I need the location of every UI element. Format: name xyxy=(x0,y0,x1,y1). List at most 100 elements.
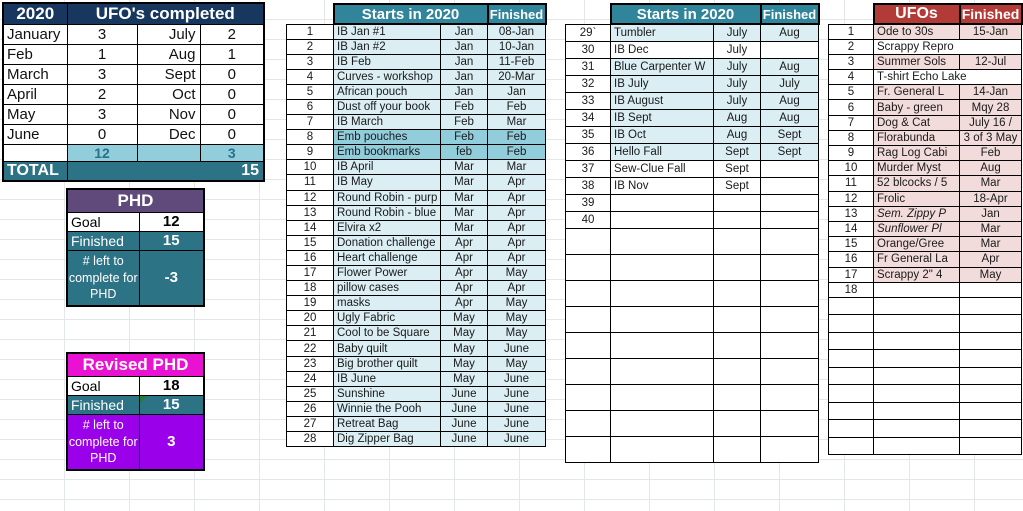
row-number-cell[interactable]: 5 xyxy=(828,84,874,101)
start-month-cell[interactable] xyxy=(713,383,761,411)
count-cell[interactable]: 1 xyxy=(66,44,138,65)
row-number-cell[interactable]: 12 xyxy=(828,190,874,207)
row-number-cell[interactable]: 36 xyxy=(565,142,611,161)
start-month-cell[interactable] xyxy=(713,435,761,463)
project-name-cell[interactable]: IB Dec xyxy=(610,40,714,59)
subtotal-first-half-cell[interactable]: 12 xyxy=(66,144,138,162)
finished-cell[interactable] xyxy=(760,409,819,437)
finished-cell[interactable]: May xyxy=(487,264,546,282)
project-name-cell[interactable] xyxy=(610,279,714,307)
finished-cell[interactable]: June xyxy=(487,400,546,417)
ufo-name-cell[interactable] xyxy=(873,331,960,351)
finished-cell[interactable]: May xyxy=(487,325,546,342)
project-name-cell[interactable]: IB July xyxy=(610,74,714,93)
phd-title-cell[interactable]: PHD xyxy=(66,188,205,213)
month-cell[interactable]: March xyxy=(2,64,68,85)
finished-cell[interactable]: Mqy 28 xyxy=(959,99,1022,116)
ufo-name-cell[interactable]: Scrappy 2" 4 xyxy=(873,266,960,283)
row-number-cell[interactable]: 15 xyxy=(286,234,334,251)
start-month-cell[interactable]: Feb xyxy=(440,98,488,116)
count-cell[interactable]: 2 xyxy=(199,24,265,45)
start-month-cell[interactable]: Mar xyxy=(440,174,488,191)
finished-cell[interactable] xyxy=(959,401,1022,421)
start-month-cell[interactable] xyxy=(713,409,761,437)
left-to-complete-label-cell[interactable]: # left to complete for PHD xyxy=(66,249,140,307)
ufo-name-cell[interactable]: Fr. General L xyxy=(873,84,960,101)
ufo-name-cell[interactable] xyxy=(873,366,960,386)
project-name-cell[interactable]: Cool to be Square xyxy=(333,325,441,342)
goal-value-cell[interactable]: 18 xyxy=(138,375,205,396)
ufo-name-cell[interactable] xyxy=(873,401,960,421)
count-cell[interactable]: 3 xyxy=(66,104,138,125)
row-number-cell[interactable]: 37 xyxy=(565,159,611,178)
row-number-cell[interactable]: 39 xyxy=(565,193,611,212)
revised-phd-title-cell[interactable]: Revised PHD xyxy=(66,352,205,377)
row-number-cell[interactable]: 1 xyxy=(828,23,874,40)
row-number-cell[interactable]: 38 xyxy=(565,176,611,195)
project-name-cell[interactable]: IB March xyxy=(333,114,441,131)
project-name-cell[interactable]: Emb pouches xyxy=(333,129,441,146)
finished-cell[interactable]: 18-Apr xyxy=(959,190,1022,207)
start-month-cell[interactable]: feb xyxy=(440,144,488,161)
project-name-cell[interactable]: Flower Power xyxy=(333,264,441,282)
count-cell[interactable]: 0 xyxy=(199,124,265,145)
project-name-cell[interactable]: Donation challenge xyxy=(333,234,441,251)
count-cell[interactable]: 1 xyxy=(199,44,265,65)
month-cell[interactable]: June xyxy=(2,124,68,145)
start-month-cell[interactable] xyxy=(713,305,761,333)
row-number-cell[interactable] xyxy=(828,419,874,438)
finished-cell[interactable]: June xyxy=(487,415,546,433)
row-number-cell[interactable]: 16 xyxy=(286,249,334,267)
project-name-cell[interactable] xyxy=(610,193,714,212)
row-number-cell[interactable]: 2 xyxy=(286,38,334,55)
start-month-cell[interactable]: Mar xyxy=(440,204,488,221)
start-month-cell[interactable]: July xyxy=(713,57,761,76)
start-month-cell[interactable]: Feb xyxy=(440,129,488,146)
row-number-cell[interactable]: 25 xyxy=(286,385,334,402)
start-month-cell[interactable]: Jan xyxy=(440,38,488,55)
finished-cell[interactable]: Apr xyxy=(487,234,546,251)
ufo-name-cell[interactable]: Baby - green xyxy=(873,99,960,116)
finished-cell[interactable]: 10-Jan xyxy=(487,38,546,55)
month-cell[interactable]: July xyxy=(136,24,201,45)
start-month-cell[interactable]: May xyxy=(440,325,488,342)
row-number-cell[interactable] xyxy=(828,384,874,403)
project-name-cell[interactable]: masks xyxy=(333,295,441,312)
project-name-cell[interactable] xyxy=(610,331,714,359)
start-month-cell[interactable]: Apr xyxy=(440,249,488,267)
start-month-cell[interactable]: Apr xyxy=(440,295,488,312)
ufo-name-cell[interactable]: Florabunda xyxy=(873,129,960,147)
count-cell[interactable]: 2 xyxy=(66,84,138,105)
month-cell[interactable]: Aug xyxy=(136,44,201,65)
project-name-cell[interactable]: IB Jan #1 xyxy=(333,23,441,40)
project-name-cell[interactable]: IB April xyxy=(333,159,441,176)
goal-label-cell[interactable]: Goal xyxy=(66,211,140,232)
row-number-cell[interactable]: 34 xyxy=(565,108,611,127)
month-cell[interactable]: Feb xyxy=(2,44,68,65)
start-month-cell[interactable] xyxy=(713,227,761,255)
row-number-cell[interactable] xyxy=(828,366,874,386)
start-month-cell[interactable]: Jan xyxy=(440,83,488,100)
project-name-cell[interactable]: Dig Zipper Bag xyxy=(333,431,441,448)
row-number-cell[interactable]: 5 xyxy=(286,83,334,100)
finished-cell[interactable]: Aug xyxy=(760,108,819,127)
row-number-cell[interactable]: 2 xyxy=(828,38,874,55)
year-header-cell[interactable]: 2020 xyxy=(2,2,68,25)
project-name-cell[interactable]: IB Nov xyxy=(610,176,714,195)
project-name-cell[interactable] xyxy=(610,305,714,333)
finished-cell[interactable]: Apr xyxy=(487,174,546,191)
start-month-cell[interactable] xyxy=(713,357,761,385)
start-month-cell[interactable]: June xyxy=(440,415,488,433)
project-name-cell[interactable]: IB June xyxy=(333,370,441,387)
starts-title-cell[interactable]: Starts in 2020 xyxy=(332,3,489,25)
finished-cell[interactable] xyxy=(760,227,819,255)
ufo-name-cell[interactable] xyxy=(873,384,960,403)
project-name-cell[interactable]: Round Robin - blue xyxy=(333,204,441,221)
finished-cell[interactable]: May xyxy=(959,266,1022,283)
finished-cell[interactable] xyxy=(760,193,819,212)
ufo-name-cell[interactable]: 52 blcocks / 5 xyxy=(873,175,960,192)
finished-cell[interactable]: May xyxy=(487,295,546,312)
count-cell[interactable]: 3 xyxy=(66,64,138,85)
month-cell[interactable]: Sept xyxy=(136,64,201,85)
start-month-cell[interactable]: July xyxy=(713,91,761,110)
